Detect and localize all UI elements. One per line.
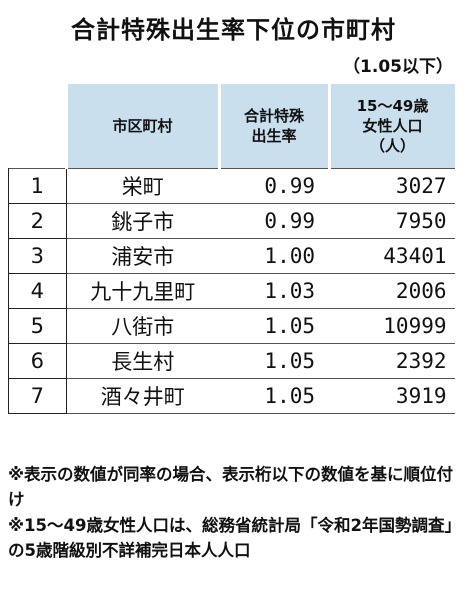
header-row: 市区町村 合計特殊 出生率 15～49歳 女性人口 （人）	[8, 84, 455, 169]
pop-cell: 3027	[329, 168, 455, 204]
name-cell: 銚子市	[66, 203, 219, 239]
rank-cell: 4	[8, 273, 67, 309]
pop-cell: 2006	[329, 273, 455, 309]
header-name: 市区町村	[64, 84, 219, 169]
table-row: 2 銚子市 0.99 7950	[8, 203, 455, 239]
header-rank	[8, 84, 66, 169]
page-title: 合計特殊出生率下位の市町村	[71, 16, 396, 44]
rank-cell: 7	[8, 378, 67, 414]
rate-cell: 1.05	[219, 308, 329, 344]
name-cell: 八街市	[66, 308, 219, 344]
header-pop: 15～49歳 女性人口 （人）	[327, 84, 455, 169]
pop-cell: 3919	[329, 378, 455, 414]
table-row: 1 栄町 0.99 3027	[8, 168, 455, 204]
table-row: 6 長生村 1.05 2392	[8, 343, 455, 379]
rate-cell: 1.00	[219, 238, 329, 274]
name-cell: 浦安市	[66, 238, 219, 274]
table-row: 3 浦安市 1.00 43401	[8, 238, 455, 274]
rank-cell: 6	[8, 343, 67, 379]
table-row: 7 酒々井町 1.05 3919	[8, 378, 455, 414]
rate-cell: 1.05	[219, 378, 329, 414]
table-row: 5 八街市 1.05 10999	[8, 308, 455, 344]
name-cell: 九十九里町	[66, 273, 219, 309]
rate-cell: 0.99	[219, 203, 329, 239]
pop-cell: 2392	[329, 343, 455, 379]
name-cell: 長生村	[66, 343, 219, 379]
subtitle: （1.05以下）	[343, 57, 453, 77]
footnote-population: ※15～49歳女性人口は、総務省統計局「令和2年国勢調査」の5歳階級別不詳補完日…	[8, 516, 461, 560]
ranking-table: 市区町村 合計特殊 出生率 15～49歳 女性人口 （人） 1 栄町 0.99 302…	[8, 84, 455, 414]
rate-cell: 1.03	[219, 273, 329, 309]
table-row: 4 九十九里町 1.03 2006	[8, 273, 455, 309]
rank-cell: 3	[8, 238, 67, 274]
pop-cell: 7950	[329, 203, 455, 239]
pop-cell: 10999	[329, 308, 455, 344]
pop-cell: 43401	[329, 238, 455, 274]
rate-cell: 1.05	[219, 343, 329, 379]
footnote-ranking: ※表示の数値が同率の場合、表示桁以下の数値を基に順位付け	[8, 465, 454, 509]
rate-cell: 0.99	[219, 168, 329, 204]
name-cell: 酒々井町	[66, 378, 219, 414]
rank-cell: 2	[8, 203, 67, 239]
rank-cell: 5	[8, 308, 67, 344]
header-rate: 合計特殊 出生率	[217, 84, 329, 169]
name-cell: 栄町	[66, 168, 219, 204]
rank-cell: 1	[8, 168, 67, 204]
